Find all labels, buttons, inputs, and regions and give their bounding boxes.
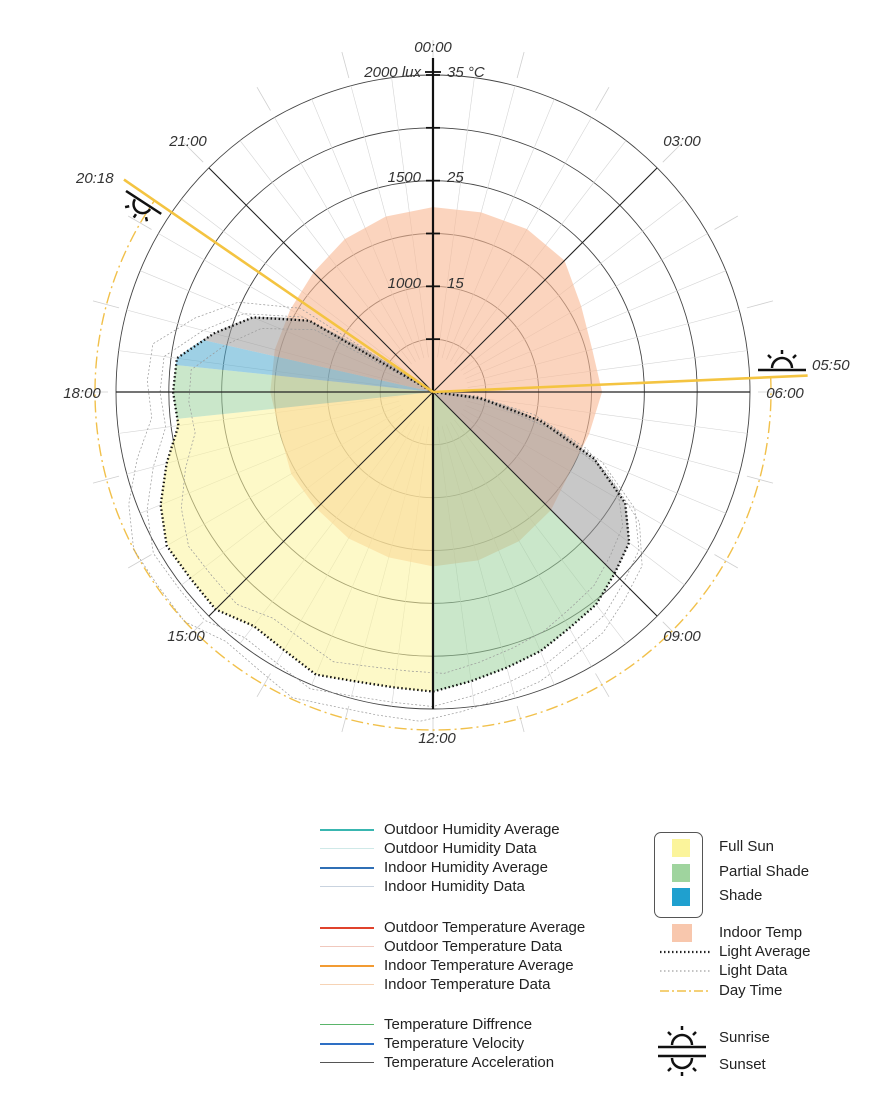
legend-swatch xyxy=(320,927,374,929)
shade-swatch xyxy=(672,888,690,906)
legend-swatch xyxy=(320,984,374,985)
sunrise-icon xyxy=(656,1025,708,1051)
outer-tick xyxy=(747,301,773,308)
legend-swatch xyxy=(320,1024,374,1025)
legend-label: Indoor Humidity Data xyxy=(384,877,525,897)
outer-tick xyxy=(128,216,151,230)
sunrise-label: Sunrise xyxy=(719,1028,770,1048)
light-zone-0 xyxy=(161,392,433,692)
outer-tick xyxy=(257,673,271,696)
temp-label: 35 °C xyxy=(447,64,485,81)
outer-tick xyxy=(596,87,610,110)
data-layer xyxy=(129,207,642,721)
full-sun-label: Full Sun xyxy=(719,837,774,857)
full-sun-swatch xyxy=(672,839,690,857)
day-time-swatch xyxy=(660,981,712,1001)
indoor-temp-swatch xyxy=(672,924,692,942)
indoor-temp-label: Indoor Temp xyxy=(719,923,802,943)
legend-label: Outdoor Temperature Average xyxy=(384,918,585,938)
partial-shade-label: Partial Shade xyxy=(719,862,809,882)
legend-label: Indoor Temperature Average xyxy=(384,956,574,976)
light-data-swatch xyxy=(660,961,712,981)
legend-label: Temperature Velocity xyxy=(384,1034,524,1054)
outer-tick xyxy=(257,87,271,110)
hour-label-0300: 03:00 xyxy=(663,133,701,150)
sunset-time-label: 20:18 xyxy=(75,170,114,187)
sunset-chart-icon xyxy=(116,191,161,229)
hour-label-1500: 15:00 xyxy=(167,628,205,645)
outer-tick xyxy=(93,301,119,308)
outer-tick xyxy=(342,52,349,78)
outer-tick xyxy=(517,52,524,78)
lux-label: 2000 lux xyxy=(363,64,421,81)
legend-swatch xyxy=(320,965,374,967)
sunset-icon xyxy=(656,1051,708,1077)
legend-swatch xyxy=(320,1062,374,1063)
shade-label: Shade xyxy=(719,886,762,906)
hour-label-1200: 12:00 xyxy=(418,730,456,747)
hour-label-2100: 21:00 xyxy=(168,133,207,150)
legend-swatch xyxy=(320,829,374,831)
sunrise-time-label: 05:50 xyxy=(812,357,850,374)
lux-label: 1500 xyxy=(388,169,422,186)
lux-label: 1000 xyxy=(388,275,422,292)
legend-label: Outdoor Humidity Average xyxy=(384,820,560,840)
hour-label-0000: 00:00 xyxy=(414,39,452,56)
partial-shade-swatch xyxy=(672,864,690,882)
legend-swatch xyxy=(320,867,374,869)
light-data-label: Light Data xyxy=(719,961,787,981)
outer-tick xyxy=(747,476,773,483)
legend-label: Outdoor Humidity Data xyxy=(384,839,537,859)
outer-tick xyxy=(714,216,737,230)
temp-label: 25 xyxy=(446,169,464,186)
light-average-label: Light Average xyxy=(719,942,810,962)
legend-label: Temperature Diffrence xyxy=(384,1015,532,1035)
temp-label: 15 xyxy=(447,275,464,292)
legend-label: Temperature Acceleration xyxy=(384,1053,554,1073)
outer-tick xyxy=(128,555,151,569)
legend-swatch xyxy=(320,946,374,947)
polar-light-chart: 00:00 03:00 06:00 09:00 12:00 15:00 18:00 21:00… xyxy=(0,0,890,780)
legend-label: Indoor Humidity Average xyxy=(384,858,548,878)
hour-label-0900: 09:00 xyxy=(663,628,701,645)
day-time-label: Day Time xyxy=(719,981,782,1001)
legend-swatch xyxy=(320,848,374,849)
legend-label: Indoor Temperature Data xyxy=(384,975,551,995)
hour-label-0600: 06:00 xyxy=(766,385,804,402)
legend-swatch xyxy=(320,886,374,887)
legend-swatch xyxy=(320,1043,374,1045)
legend: Outdoor Humidity Average Outdoor Humidity… xyxy=(0,815,890,1105)
outer-tick xyxy=(714,555,737,569)
light-average-swatch xyxy=(660,942,712,962)
hour-label-1800: 18:00 xyxy=(63,385,101,402)
sunrise-chart-icon xyxy=(758,350,806,370)
legend-label: Outdoor Temperature Data xyxy=(384,937,562,957)
sunset-label: Sunset xyxy=(719,1055,766,1075)
